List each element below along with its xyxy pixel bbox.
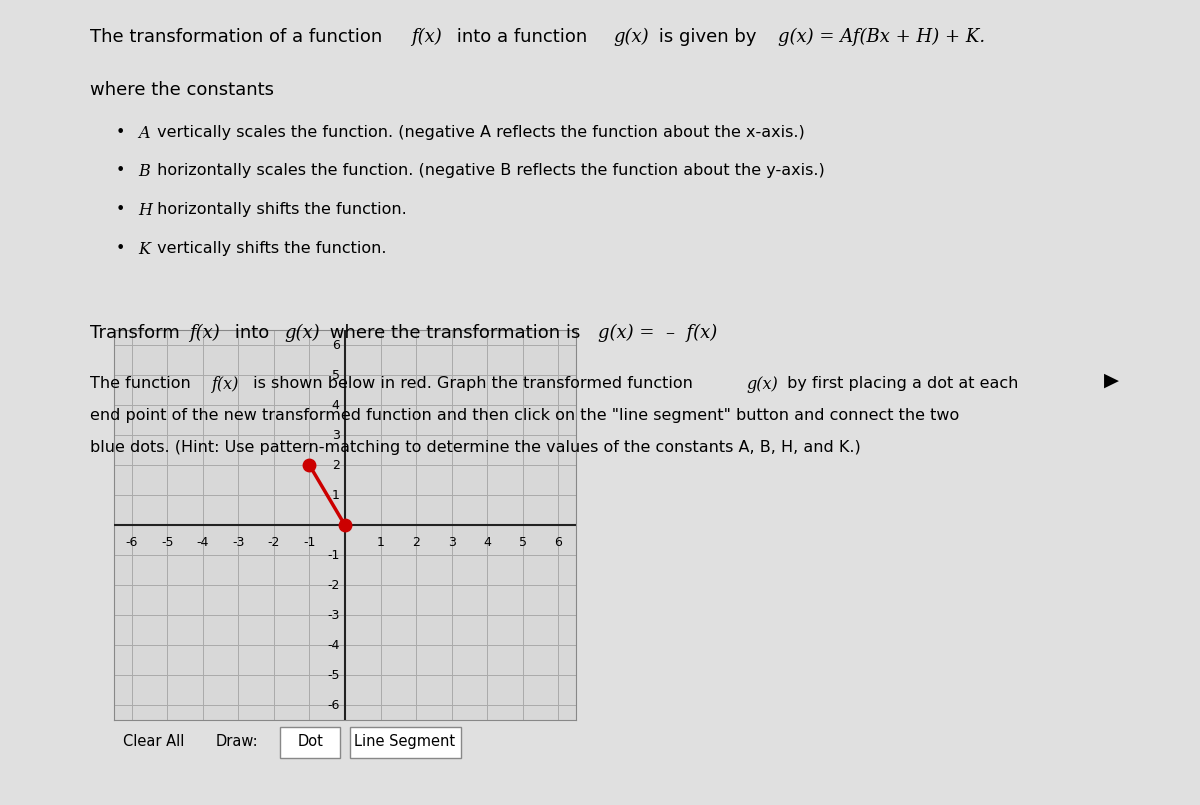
Text: •: • xyxy=(116,163,131,179)
Bar xyxy=(281,728,341,758)
Text: is shown below in red. Graph the transformed function: is shown below in red. Graph the transfo… xyxy=(248,376,698,391)
Text: -2: -2 xyxy=(268,536,280,549)
Text: g(x) = Af(Bx + H) + K.: g(x) = Af(Bx + H) + K. xyxy=(778,28,985,47)
Text: 6: 6 xyxy=(554,536,562,549)
Text: Draw:: Draw: xyxy=(216,734,258,749)
Text: vertically shifts the function.: vertically shifts the function. xyxy=(152,241,386,256)
Text: g(x) =  –  f(x): g(x) = – f(x) xyxy=(598,324,716,342)
Text: 2: 2 xyxy=(331,459,340,472)
Text: 4: 4 xyxy=(484,536,491,549)
Text: g(x): g(x) xyxy=(284,324,320,342)
Text: 1: 1 xyxy=(377,536,384,549)
Text: 3: 3 xyxy=(448,536,456,549)
Text: The function: The function xyxy=(90,376,196,391)
Text: 2: 2 xyxy=(412,536,420,549)
Text: •: • xyxy=(116,125,131,140)
Text: g(x): g(x) xyxy=(746,376,778,393)
Text: •: • xyxy=(116,241,131,256)
Text: B: B xyxy=(138,163,150,180)
Text: -1: -1 xyxy=(328,549,340,562)
Text: Clear All: Clear All xyxy=(124,734,185,749)
Text: by first placing a dot at each: by first placing a dot at each xyxy=(782,376,1019,391)
Text: Line Segment: Line Segment xyxy=(354,734,456,749)
Text: H: H xyxy=(138,202,152,219)
Text: 6: 6 xyxy=(331,339,340,352)
Text: -4: -4 xyxy=(328,639,340,652)
Text: -5: -5 xyxy=(328,669,340,682)
Text: 3: 3 xyxy=(331,429,340,442)
Text: vertically scales the function. (negative A reflects the function about the x-ax: vertically scales the function. (negativ… xyxy=(152,125,805,140)
Text: 1: 1 xyxy=(331,489,340,502)
Text: f(x): f(x) xyxy=(212,376,240,393)
Text: ▶: ▶ xyxy=(1104,370,1120,390)
Text: Dot: Dot xyxy=(298,734,323,749)
Text: where the constants: where the constants xyxy=(90,80,274,98)
Text: horizontally scales the function. (negative B reflects the function about the y-: horizontally scales the function. (negat… xyxy=(152,163,826,179)
Text: 5: 5 xyxy=(331,369,340,382)
Text: is given by: is given by xyxy=(653,28,762,46)
Text: -6: -6 xyxy=(328,699,340,712)
Text: -3: -3 xyxy=(232,536,245,549)
Text: f(x): f(x) xyxy=(412,28,443,47)
Text: Transform: Transform xyxy=(90,324,186,341)
Text: end point of the new transformed function and then click on the "line segment" b: end point of the new transformed functio… xyxy=(90,408,959,423)
Bar xyxy=(349,728,461,758)
Text: The transformation of a function: The transformation of a function xyxy=(90,28,388,46)
Text: horizontally shifts the function.: horizontally shifts the function. xyxy=(152,202,407,217)
Text: blue dots. (Hint: Use pattern-matching to determine the values of the constants : blue dots. (Hint: Use pattern-matching t… xyxy=(90,440,860,456)
Text: -5: -5 xyxy=(161,536,174,549)
Text: 5: 5 xyxy=(518,536,527,549)
Text: where the transformation is: where the transformation is xyxy=(324,324,586,341)
Text: A: A xyxy=(138,125,150,142)
Text: -2: -2 xyxy=(328,579,340,592)
Text: K: K xyxy=(138,241,150,258)
Text: into a function: into a function xyxy=(451,28,593,46)
Text: -3: -3 xyxy=(328,609,340,621)
Text: into: into xyxy=(229,324,275,341)
Text: f(x): f(x) xyxy=(190,324,221,342)
Text: 4: 4 xyxy=(331,398,340,411)
Text: -6: -6 xyxy=(126,536,138,549)
Text: -1: -1 xyxy=(304,536,316,549)
Text: g(x): g(x) xyxy=(613,28,649,47)
Text: •: • xyxy=(116,202,131,217)
Text: -4: -4 xyxy=(197,536,209,549)
